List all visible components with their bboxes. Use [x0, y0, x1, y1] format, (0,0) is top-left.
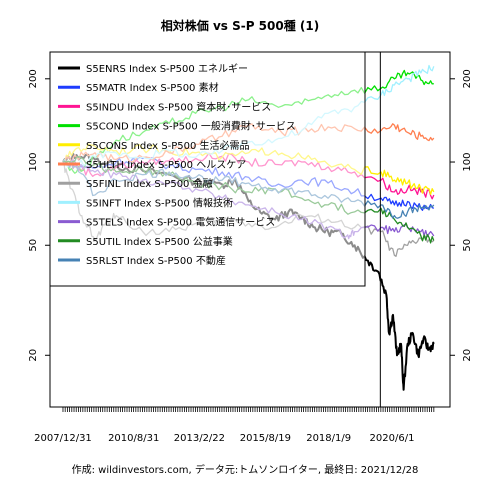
x-tick-label: 2007/12/31 — [34, 433, 92, 444]
x-tick-label: 2018/1/9 — [306, 433, 351, 444]
y-tick-label-right: 100 — [462, 152, 473, 171]
x-tick-label: 2015/8/19 — [240, 433, 291, 444]
y-tick-label-left: 200 — [28, 69, 39, 88]
x-tick-label: 2010/8/31 — [108, 433, 159, 444]
y-tick-label-left: 50 — [28, 239, 39, 252]
legend-label-0: S5ENRS Index S-P500 エネルギー — [86, 63, 248, 75]
y-tick-label-right: 50 — [462, 239, 473, 252]
legend-box — [49, 51, 366, 287]
y-tick-label-right: 200 — [462, 69, 473, 88]
legend-label-4: S5CONS Index S-P500 生活必需品 — [86, 139, 250, 152]
legend: S5ENRS Index S-P500 エネルギー S5MATR Index S-… — [49, 51, 366, 287]
legend-label-3: S5COND Index S-P500 一般消費財･サービス — [86, 120, 296, 133]
legend-label-5: S5HLTH Index S-P500 ヘルスケア — [86, 159, 246, 171]
legend-label-7: S5INFT Index S-P500 情報技術 — [86, 196, 233, 209]
chart-caption: 作成: wildinvestors.com, データ元:トムソンロイター, 最終… — [72, 463, 419, 476]
legend-label-6: S5FINL Index S-P500 金融 — [86, 177, 213, 190]
chart-title: 相対株価 vs S-P 500種 (1) — [161, 18, 319, 33]
legend-label-2: S5INDU Index S-P500 資本財･サービス — [86, 100, 271, 113]
y-axis-left: 20 50 100 200 — [28, 69, 50, 362]
legend-label-9: S5UTIL Index S-P500 公益事業 — [86, 235, 233, 248]
x-tick-label: 2013/2/22 — [174, 433, 225, 444]
legend-label-10: S5RLST Index S-P500 不動産 — [86, 254, 226, 267]
x-tick-label: 2020/6/1 — [370, 433, 415, 444]
legend-label-1: S5MATR Index S-P500 素材 — [86, 81, 219, 94]
y-tick-label-right: 20 — [462, 349, 473, 362]
legend-label-8: S5TELS Index S-P500 電気通信サービス — [86, 216, 275, 229]
y-tick-label-left: 100 — [28, 152, 39, 171]
x-axis: 2007/12/31 2010/8/31 2013/2/22 2015/8/19 201… — [34, 407, 435, 444]
y-tick-label-left: 20 — [28, 349, 39, 362]
y-axis-right: 20 50 100 200 — [450, 69, 473, 362]
